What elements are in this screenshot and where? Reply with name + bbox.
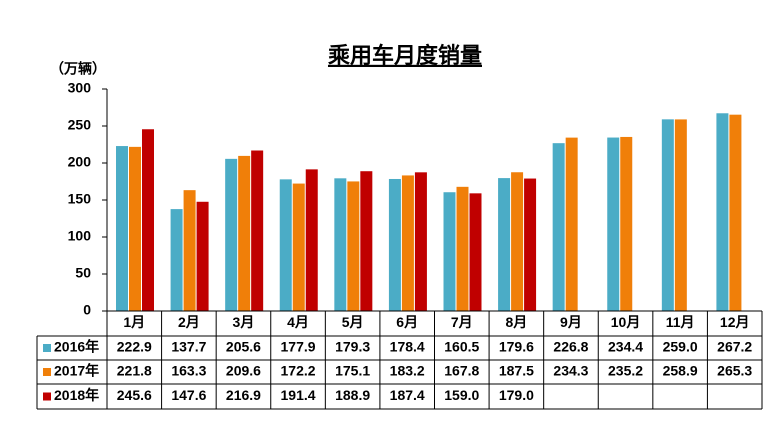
table-value: 267.2 [717,339,752,355]
table-value: 183.2 [390,363,425,379]
table-value: 235.2 [608,363,643,379]
table-value: 209.6 [226,363,261,379]
table-value: 167.8 [444,363,479,379]
table-value: 147.6 [171,387,206,403]
y-tick-label: 150 [68,191,92,207]
bar [456,186,469,311]
y-tick-label: 300 [68,80,92,96]
x-tick-label: 7月 [451,314,473,330]
table-value: 259.0 [663,339,698,355]
bar [305,169,318,311]
bar [347,181,360,311]
x-tick-label: 2月 [178,314,200,330]
table-value: 179.6 [499,339,534,355]
bar [238,155,251,311]
x-tick-label: 11月 [666,314,695,330]
bar [251,150,264,311]
bar [388,178,401,311]
x-tick-label: 4月 [287,314,309,330]
table-value: 234.3 [553,363,588,379]
bar [183,190,196,311]
bar [443,192,456,311]
bar [170,209,183,311]
table-value: 258.9 [663,363,698,379]
table-value: 163.3 [171,363,206,379]
bar [552,143,565,311]
bar [524,178,537,311]
table-value: 221.8 [117,363,152,379]
legend-key [43,368,51,376]
bar [469,193,482,311]
x-tick-label: 1月 [123,314,145,330]
legend-key [43,392,51,401]
table-value: 191.4 [281,387,316,403]
table-value: 187.4 [390,387,425,403]
bar [129,146,141,311]
bar [225,158,238,311]
table-value: 177.9 [281,339,316,355]
y-tick-label: 50 [75,265,91,281]
table-value: 160.5 [444,339,479,355]
legend-key [43,344,51,352]
bar [279,179,292,311]
x-tick-label: 5月 [342,314,364,330]
bar [196,201,209,311]
bar [565,137,578,311]
table-value: 137.7 [171,339,206,355]
table-value: 205.6 [226,339,261,355]
bar [142,129,154,311]
table-value: 265.3 [717,363,752,379]
table-value: 179.0 [499,387,534,403]
legend-label: 2016年 [54,339,99,355]
bar [729,114,742,311]
x-tick-label: 6月 [396,314,418,330]
x-tick-label: 9月 [560,314,582,330]
table-value: 226.8 [553,339,588,355]
x-tick-label: 12月 [720,314,750,330]
table-value: 188.9 [335,387,370,403]
bar [674,119,687,311]
x-tick-label: 8月 [505,314,527,330]
table-value: 234.4 [608,339,643,355]
bar [498,178,511,311]
bar [116,146,128,311]
table-value: 187.5 [499,363,534,379]
table-value: 216.9 [226,387,261,403]
bar [661,119,674,311]
bar [401,175,414,311]
table-value: 245.6 [117,387,152,403]
table-value: 172.2 [281,363,316,379]
bar [620,136,633,311]
y-tick-label: 0 [83,302,91,318]
x-tick-label: 10月 [611,314,641,330]
y-tick-label: 250 [68,117,92,133]
bar [334,178,347,311]
bar [607,137,620,311]
table-value: 222.9 [117,339,152,355]
bar [360,171,373,311]
legend-label: 2017年 [54,363,99,379]
y-tick-label: 100 [68,228,92,244]
table-value: 175.1 [335,363,370,379]
y-tick-label: 200 [68,154,92,170]
y-axis-label: （万辆） [50,61,106,77]
bar [292,183,305,311]
x-tick-label: 3月 [233,314,255,330]
table-value: 159.0 [444,387,479,403]
bar [716,113,729,311]
bar [511,172,524,311]
legend-label: 2018年 [54,387,99,403]
bar [414,172,427,311]
table-value: 179.3 [335,339,370,355]
chart-title: 乘用车月度销量 [327,43,482,68]
table-value: 178.4 [390,339,425,355]
